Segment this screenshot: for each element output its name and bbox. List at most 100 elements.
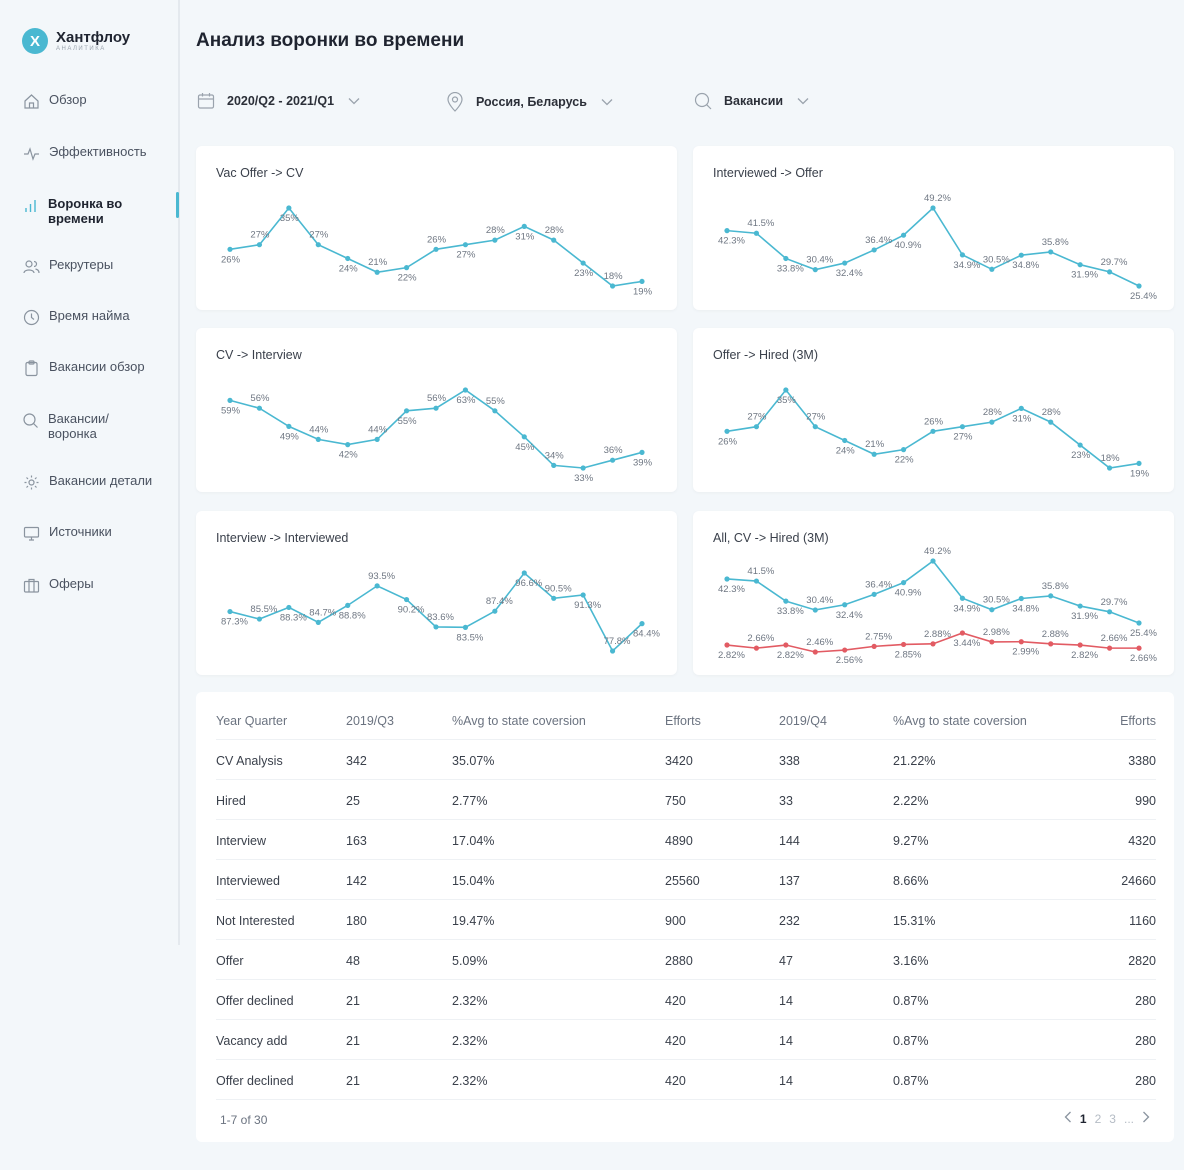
data-point[interactable] [812, 267, 818, 273]
data-point[interactable] [1136, 645, 1142, 651]
data-point[interactable] [1018, 595, 1024, 602]
data-point[interactable] [256, 242, 263, 248]
data-point[interactable] [374, 269, 380, 275]
column-header[interactable]: 2019/Q4 [779, 714, 827, 728]
data-point[interactable] [989, 266, 995, 272]
data-point[interactable] [842, 260, 848, 266]
data-point[interactable] [1048, 419, 1054, 425]
data-point[interactable] [1136, 620, 1142, 626]
data-point[interactable] [959, 630, 966, 636]
sidebar-item-offers[interactable]: Оферы [22, 576, 94, 594]
data-point[interactable] [724, 642, 730, 648]
sidebar-item-efficiency[interactable]: Эффективность [22, 144, 147, 162]
data-point[interactable] [900, 447, 907, 453]
data-point[interactable] [403, 408, 410, 414]
data-point[interactable] [256, 405, 263, 411]
data-point[interactable] [1018, 405, 1024, 411]
column-header[interactable]: %Avg to state coversion [893, 714, 1027, 728]
sidebar-item-vacancies-overview[interactable]: Вакансии обзор [22, 359, 145, 377]
data-point[interactable] [403, 265, 410, 271]
data-point[interactable] [286, 205, 292, 211]
data-point[interactable] [900, 641, 907, 648]
data-point[interactable] [580, 465, 586, 471]
data-point[interactable] [812, 649, 818, 655]
data-point[interactable] [959, 595, 966, 601]
data-point[interactable] [930, 428, 936, 434]
data-point[interactable] [842, 602, 848, 608]
column-header[interactable]: Efforts [1120, 714, 1156, 728]
data-point[interactable] [1106, 609, 1113, 615]
data-point[interactable] [959, 424, 966, 430]
data-point[interactable] [930, 205, 936, 211]
data-point[interactable] [1018, 252, 1024, 258]
data-point[interactable] [1077, 642, 1083, 648]
data-point[interactable] [783, 255, 789, 262]
page-button[interactable]: 3 [1109, 1111, 1116, 1126]
data-point[interactable] [1136, 283, 1142, 289]
data-point[interactable] [492, 237, 498, 243]
data-point[interactable] [403, 596, 410, 603]
data-point[interactable] [930, 558, 936, 564]
data-point[interactable] [521, 223, 527, 229]
sidebar-item-sources[interactable]: Источники [22, 524, 112, 542]
data-point[interactable] [286, 423, 292, 429]
data-point[interactable] [492, 408, 498, 414]
period-filter[interactable]: 2020/Q2 - 2021/Q1 [197, 92, 360, 110]
data-point[interactable] [724, 428, 730, 434]
data-point[interactable] [871, 643, 877, 649]
data-point[interactable] [227, 608, 233, 615]
data-point[interactable] [609, 648, 616, 654]
data-point[interactable] [1106, 269, 1113, 275]
data-point[interactable] [609, 457, 616, 463]
data-point[interactable] [521, 570, 527, 576]
data-point[interactable] [783, 642, 789, 648]
data-point[interactable] [989, 419, 995, 425]
data-point[interactable] [753, 424, 760, 430]
data-point[interactable] [374, 436, 380, 442]
data-point[interactable] [900, 232, 907, 238]
data-point[interactable] [462, 242, 469, 248]
search-filter[interactable]: Вакансии [694, 92, 809, 110]
data-point[interactable] [1048, 641, 1054, 647]
data-point[interactable] [256, 616, 263, 622]
data-point[interactable] [286, 604, 292, 611]
data-point[interactable] [989, 607, 995, 613]
data-point[interactable] [580, 260, 586, 266]
page-button[interactable]: 2 [1094, 1111, 1102, 1126]
data-point[interactable] [989, 639, 995, 645]
sidebar-item-time-to-hire[interactable]: Время найма [22, 308, 130, 326]
data-point[interactable] [639, 621, 645, 627]
data-point[interactable] [783, 387, 789, 393]
data-point[interactable] [1077, 262, 1083, 268]
data-point[interactable] [1136, 460, 1142, 467]
sidebar-item-vacancies-funnel[interactable]: Вакансии/ воронка [22, 411, 132, 441]
logo[interactable]: X Хантфлоу аналитика [22, 28, 130, 54]
data-point[interactable] [812, 424, 818, 430]
data-point[interactable] [1106, 645, 1113, 651]
data-point[interactable] [433, 246, 439, 252]
data-point[interactable] [345, 442, 351, 448]
data-point[interactable] [551, 237, 557, 243]
sidebar-item-funnel-over-time[interactable]: Воронка во времени [22, 196, 142, 226]
data-point[interactable] [315, 242, 321, 248]
data-point[interactable] [462, 387, 469, 393]
column-header[interactable]: %Avg to state coversion [452, 714, 586, 728]
data-point[interactable] [1018, 639, 1024, 645]
data-point[interactable] [724, 576, 730, 582]
data-point[interactable] [753, 578, 760, 584]
data-point[interactable] [227, 246, 233, 252]
data-point[interactable] [871, 451, 877, 457]
data-point[interactable] [1077, 603, 1083, 609]
region-filter[interactable]: Россия, Беларусь [446, 92, 613, 112]
data-point[interactable] [753, 230, 760, 236]
data-point[interactable] [609, 283, 616, 289]
data-point[interactable] [812, 607, 818, 613]
data-point[interactable] [462, 624, 469, 630]
data-point[interactable] [374, 583, 380, 589]
data-point[interactable] [842, 647, 848, 653]
chevron-left-icon[interactable] [1064, 1111, 1072, 1126]
data-point[interactable] [1077, 442, 1083, 448]
chevron-right-icon[interactable] [1142, 1111, 1150, 1126]
data-point[interactable] [1048, 593, 1054, 599]
data-point[interactable] [551, 462, 557, 468]
